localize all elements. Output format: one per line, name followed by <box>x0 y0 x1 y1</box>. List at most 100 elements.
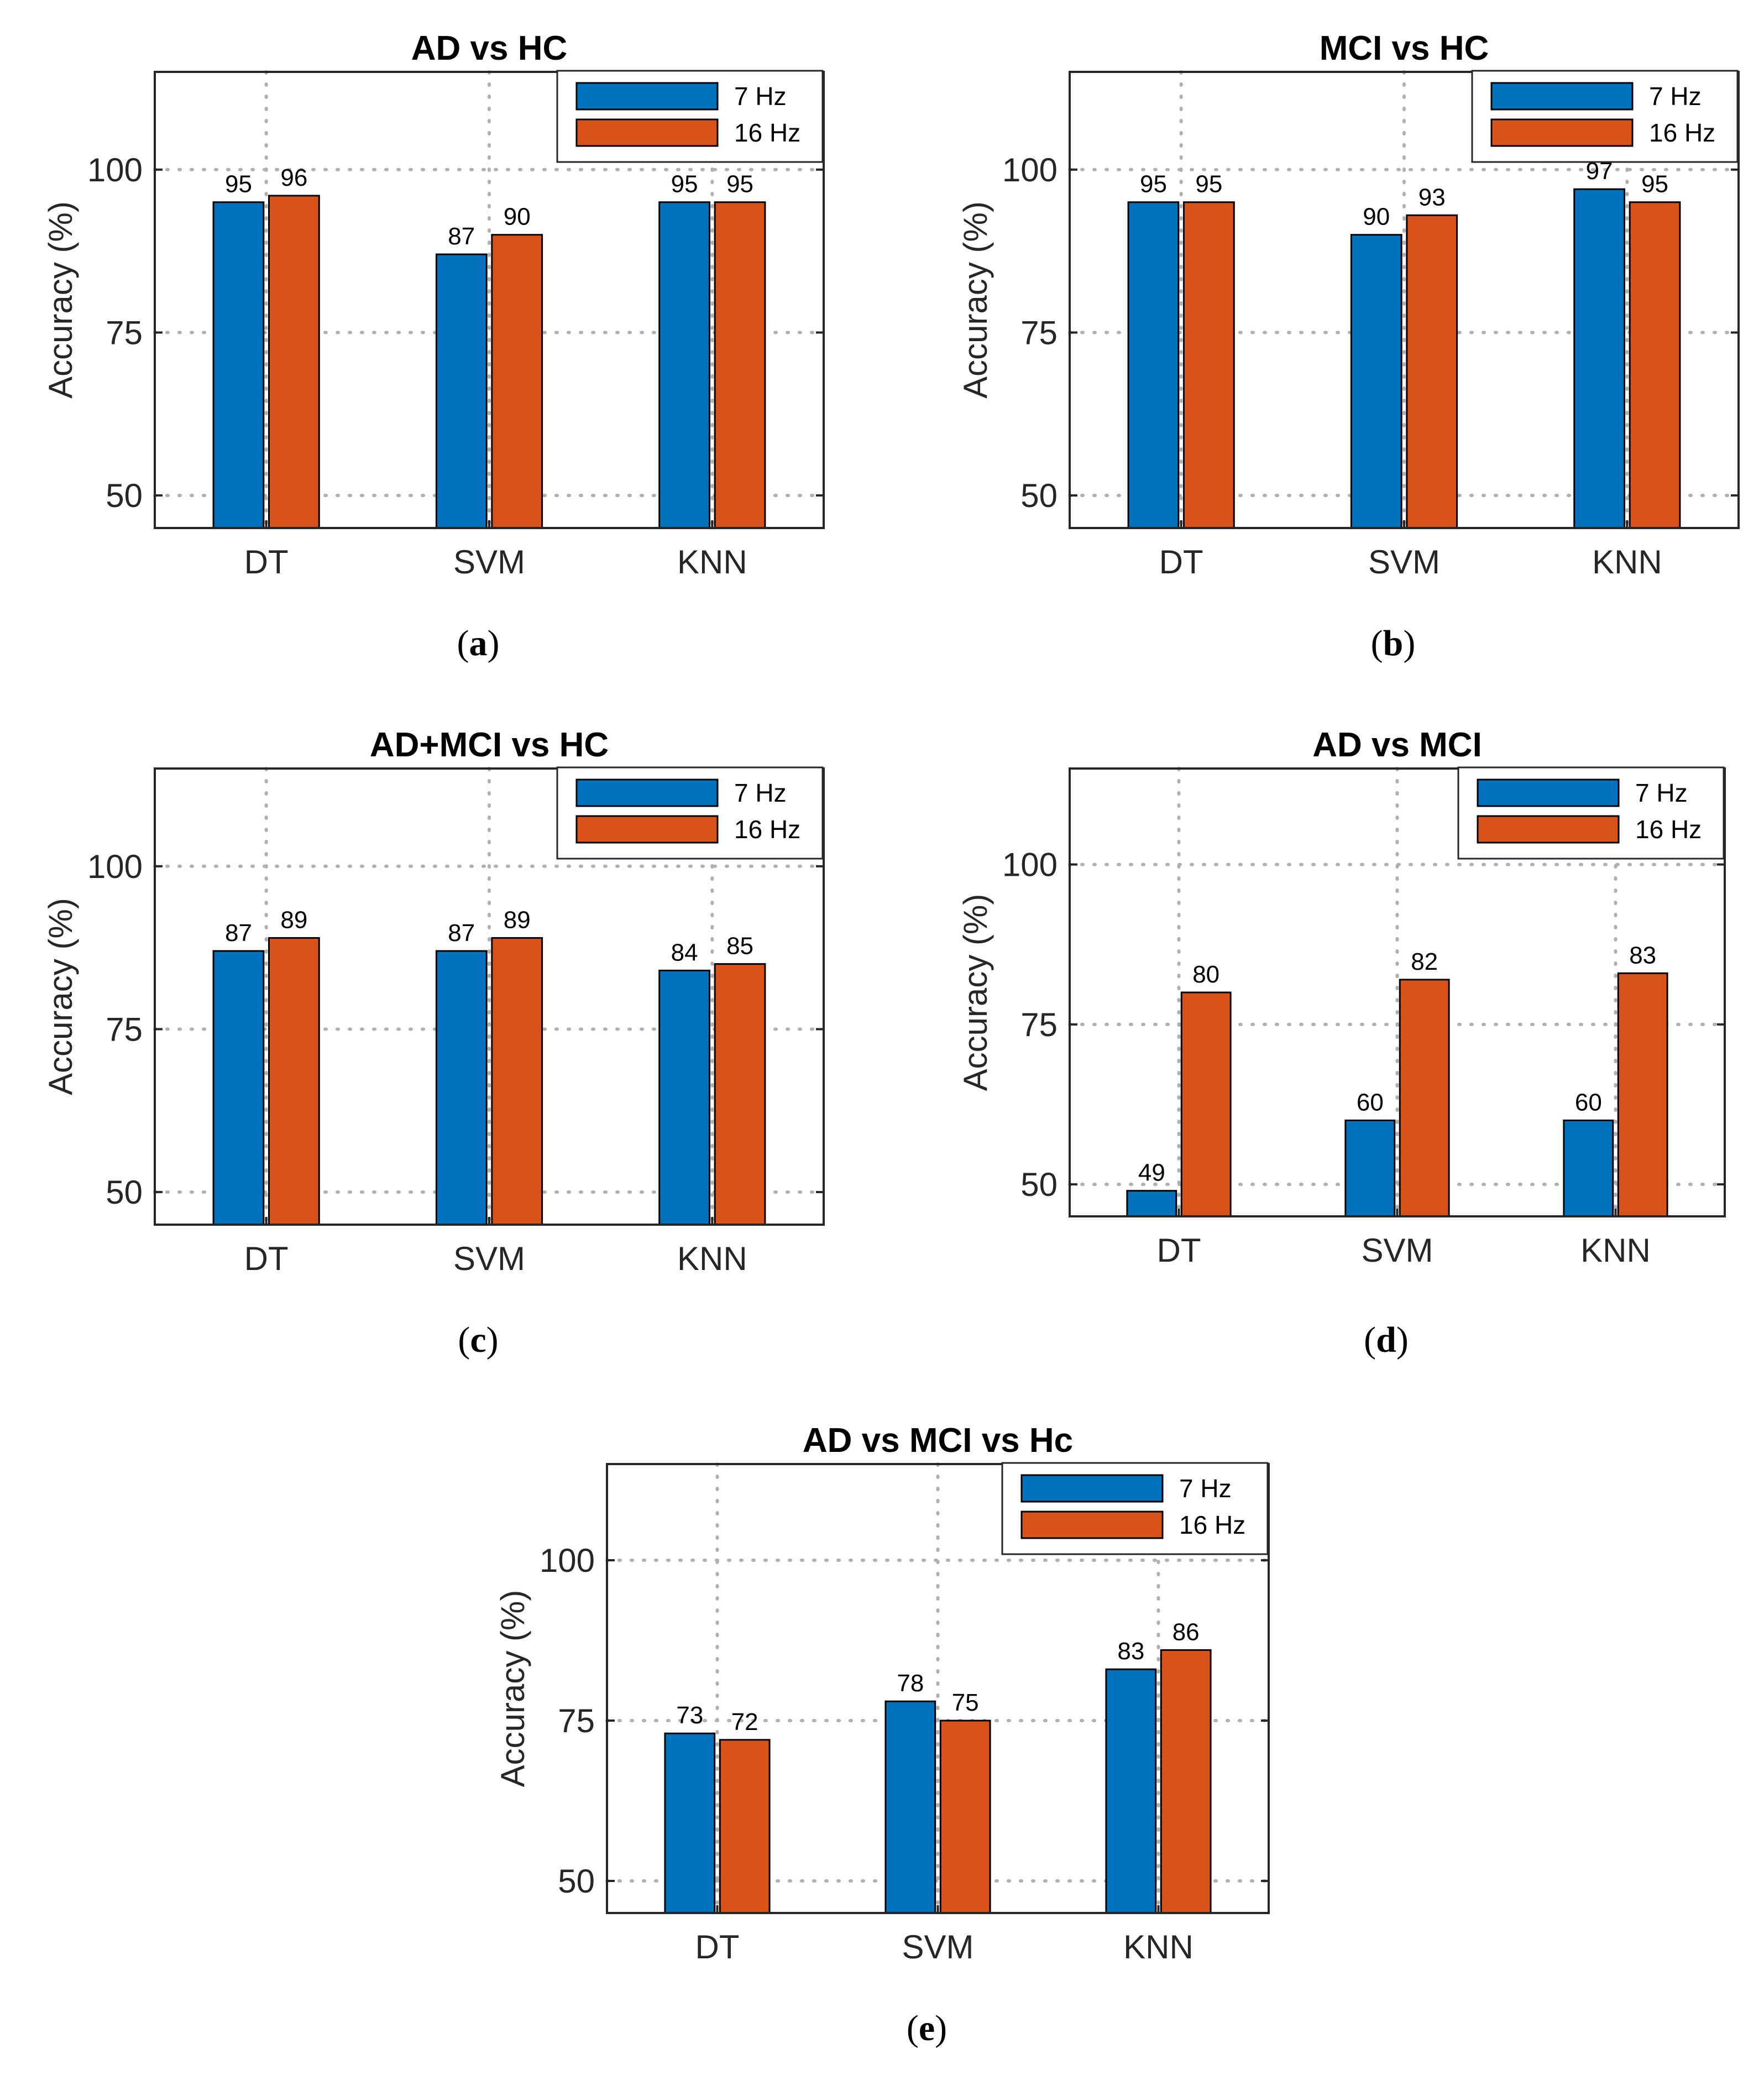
data-label: 78 <box>897 1670 924 1697</box>
legend-swatch <box>575 815 719 844</box>
data-label: 82 <box>1411 948 1438 975</box>
x-tick-label: KNN <box>677 543 747 581</box>
y-axis-label: Accuracy (%) <box>494 1590 531 1787</box>
y-tick-label: 100 <box>540 1542 595 1579</box>
legend-label: 7 Hz <box>734 82 787 111</box>
legend: 7 Hz 16 Hz <box>1471 70 1739 163</box>
bar-svm-16hz <box>491 234 543 529</box>
data-label: 87 <box>448 919 475 947</box>
bar-svm-16hz <box>1399 979 1450 1217</box>
bar-knn-16hz <box>1160 1649 1212 1914</box>
legend-label: 7 Hz <box>1649 82 1702 111</box>
chart-title: MCI vs HC <box>1320 29 1489 67</box>
legend-swatch <box>575 118 719 147</box>
bar-dt-16hz <box>1180 991 1232 1217</box>
data-label: 83 <box>1117 1638 1144 1665</box>
chart-title: AD vs MCI vs Hc <box>803 1421 1073 1460</box>
y-tick-label: 75 <box>1020 1006 1058 1043</box>
bar-dt-7hz <box>1127 201 1180 529</box>
bar-svm-7hz <box>1344 1119 1396 1217</box>
data-label: 80 <box>1192 961 1219 988</box>
y-tick-label: 75 <box>1020 314 1058 351</box>
x-tick-label: DT <box>1159 543 1203 581</box>
y-tick-label: 100 <box>87 151 143 189</box>
data-label: 89 <box>280 906 307 933</box>
legend-label: 7 Hz <box>734 778 787 807</box>
bar-dt-7hz <box>1126 1190 1177 1217</box>
x-tick-label: SVM <box>1361 1232 1433 1269</box>
bar-svm-7hz <box>1350 234 1402 529</box>
data-label: 60 <box>1575 1089 1602 1116</box>
data-label: 93 <box>1418 184 1446 211</box>
data-label: 49 <box>1138 1159 1165 1187</box>
panel-caption: (a) <box>457 623 500 663</box>
y-tick-label: 100 <box>87 848 143 885</box>
legend-label: 16 Hz <box>1635 815 1702 844</box>
data-label: 89 <box>504 906 531 933</box>
legend-swatch <box>1490 82 1634 111</box>
x-tick-label: SVM <box>453 1240 525 1277</box>
x-tick-label: KNN <box>1592 543 1662 581</box>
y-tick-label: 100 <box>1002 151 1058 189</box>
x-tick-label: SVM <box>1368 543 1440 581</box>
y-tick-label: 75 <box>106 1011 143 1048</box>
data-label: 90 <box>1363 203 1390 231</box>
legend-swatch <box>1020 1474 1164 1503</box>
y-tick-label: 50 <box>558 1863 595 1900</box>
legend: 7 Hz 16 Hz <box>1001 1462 1269 1555</box>
bar-dt-16hz <box>1183 201 1235 529</box>
bar-knn-7hz <box>658 969 710 1226</box>
bar-knn-16hz <box>1629 201 1681 529</box>
legend: 7 Hz 16 Hz <box>1457 766 1725 860</box>
data-label: 96 <box>280 164 307 191</box>
panel-a: 95 87 95 96 90 95 50 75 100 DT SVM KNN Accuracy (%) A… <box>42 29 825 663</box>
legend-label: 16 Hz <box>1179 1510 1245 1539</box>
legend-swatch <box>1490 118 1634 147</box>
y-tick-label: 75 <box>558 1702 595 1739</box>
data-label: 95 <box>1641 171 1668 198</box>
bar-dt-16hz <box>719 1739 771 1914</box>
bar-knn-7hz <box>1573 188 1625 529</box>
legend-label: 7 Hz <box>1179 1474 1232 1503</box>
data-label: 90 <box>504 203 531 231</box>
data-label: 72 <box>731 1708 758 1736</box>
bar-dt-16hz <box>268 937 320 1226</box>
x-tick-label: KNN <box>677 1240 747 1277</box>
x-tick-label: SVM <box>453 543 525 581</box>
data-label: 60 <box>1357 1089 1384 1116</box>
bar-svm-7hz <box>435 253 488 529</box>
x-tick-label: DT <box>695 1928 740 1966</box>
data-label: 95 <box>225 171 252 198</box>
chart-title: AD+MCI vs HC <box>370 726 609 764</box>
data-label: 87 <box>448 223 475 250</box>
legend: 7 Hz 16 Hz <box>556 70 824 163</box>
bar-dt-7hz <box>664 1732 716 1914</box>
legend-label: 16 Hz <box>734 118 800 147</box>
x-tick-label: DT <box>244 543 289 581</box>
legend-swatch <box>1477 778 1620 807</box>
y-axis-label: Accuracy (%) <box>957 894 994 1091</box>
data-label: 95 <box>1195 171 1222 198</box>
panel-caption: (e) <box>907 2008 947 2048</box>
panel-e: 73 78 83 72 75 86 50 75 100 DT SVM KNN Accuracy (%) A… <box>494 1421 1270 2048</box>
y-axis-label: Accuracy (%) <box>42 201 79 399</box>
bar-svm-16hz <box>1406 214 1458 529</box>
legend-swatch <box>1020 1510 1164 1539</box>
chart-title: AD vs HC <box>411 29 568 67</box>
data-label: 87 <box>225 919 252 947</box>
y-tick-label: 100 <box>1002 846 1058 884</box>
y-axis-label: Accuracy (%) <box>42 898 79 1095</box>
bar-knn-16hz <box>1617 972 1668 1217</box>
data-label: 95 <box>671 171 698 198</box>
legend-swatch <box>1477 815 1620 844</box>
data-label: 85 <box>726 933 753 960</box>
legend-label: 16 Hz <box>734 815 800 844</box>
bar-svm-16hz <box>939 1719 991 1914</box>
y-tick-label: 50 <box>1020 1166 1058 1203</box>
bar-dt-16hz <box>268 195 320 529</box>
bar-svm-7hz <box>435 950 488 1226</box>
panel-d: 49 60 60 80 82 83 50 75 100 DT SVM KNN Accuracy (%) A… <box>957 726 1726 1360</box>
bar-svm-16hz <box>491 937 543 1226</box>
legend-swatch <box>575 82 719 111</box>
legend-label: 16 Hz <box>1649 118 1715 147</box>
